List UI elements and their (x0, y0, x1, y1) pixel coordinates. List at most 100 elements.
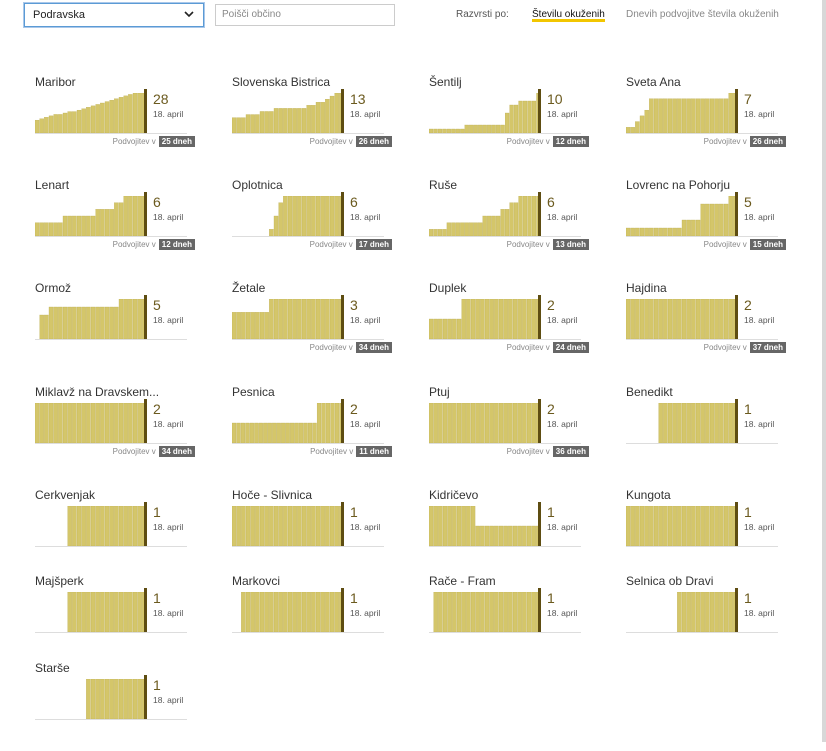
municipality-card[interactable]: Sveta Ana 7 18. april Podvojitev v 26 dneh (626, 75, 786, 165)
daily-case-bar (705, 98, 710, 133)
municipality-card[interactable]: Slovenska Bistrica 13 18. april Podvojitev … (232, 75, 392, 165)
daily-case-bar (62, 403, 68, 443)
daily-case-bar (686, 403, 691, 443)
daily-case-bar (320, 506, 325, 546)
daily-case-bar (285, 422, 290, 443)
doubling-info: Podvojitev v 37 dneh (704, 342, 786, 353)
daily-case-bar (301, 108, 307, 133)
municipality-name: Ormož (35, 281, 71, 295)
daily-case-bar (518, 100, 523, 133)
daily-case-bar (123, 403, 128, 443)
municipality-name: Slovenska Bistrica (232, 75, 331, 89)
current-day-marker (538, 192, 541, 236)
daily-case-bar (301, 506, 307, 546)
municipality-card[interactable]: Lenart 6 18. april Podvojitev v 12 dneh (35, 178, 195, 268)
daily-case-bar (297, 299, 302, 339)
daily-case-bar (686, 219, 691, 236)
municipality-name: Majšperk (35, 574, 84, 588)
municipality-card[interactable]: Kidričevo 1 18. april (429, 488, 589, 578)
daily-case-bar (469, 222, 474, 236)
daily-case-bar (104, 592, 110, 632)
chevron-down-icon (184, 11, 194, 18)
daily-case-bar (114, 506, 119, 546)
municipality-card[interactable]: Majšperk 1 18. april (35, 574, 195, 664)
municipality-card[interactable]: Hajdina 2 18. april Podvojitev v 37 dneh (626, 281, 786, 371)
daily-case-bar (705, 299, 710, 339)
report-date: 18. april (350, 212, 381, 222)
daily-case-bar (644, 506, 649, 546)
daily-case-bar (287, 196, 293, 236)
doubling-info: Podvojitev v 26 dneh (310, 136, 392, 147)
daily-case-bar (118, 202, 124, 236)
daily-case-bar (35, 403, 40, 443)
daily-case-bar (442, 592, 448, 632)
daily-case-bar (681, 219, 687, 236)
daily-case-bar (109, 679, 114, 719)
municipality-card[interactable]: Duplek 2 18. april Podvojitev v 24 dneh (429, 281, 589, 371)
daily-case-bar (452, 318, 457, 339)
municipality-card[interactable]: Selnica ob Dravi 1 18. april (626, 574, 786, 664)
daily-case-bar (677, 299, 682, 339)
municipality-card[interactable]: Lovrenc na Pohorju 5 18. april Podvojitev v… (626, 178, 786, 268)
daily-case-bar (695, 592, 701, 632)
daily-case-bar (517, 592, 522, 632)
municipality-search-input[interactable]: Poišči občino (215, 4, 395, 26)
daily-case-bar (232, 117, 237, 133)
sort-option-cases[interactable]: Številu okuženih (532, 9, 605, 20)
municipality-card[interactable]: Pesnica 2 18. april Podvojitev v 11 dneh (232, 385, 392, 475)
municipality-card[interactable]: Ptuj 2 18. april Podvojitev v 36 dneh (429, 385, 589, 475)
daily-case-bar (503, 403, 508, 443)
daily-case-bar (473, 124, 478, 133)
daily-case-bar (709, 98, 715, 133)
municipality-card[interactable]: Hoče - Slivnica 1 18. april (232, 488, 392, 578)
daily-case-bar (527, 100, 532, 133)
daily-case-bar (531, 196, 537, 236)
daily-case-bar (48, 403, 54, 443)
scrollbar[interactable] (822, 0, 826, 742)
daily-case-bar (95, 403, 100, 443)
region-select-value: Podravska (33, 9, 85, 21)
current-day-marker (144, 675, 147, 719)
daily-case-bar (283, 108, 288, 133)
daily-case-bar (626, 227, 631, 236)
chart-baseline (626, 133, 778, 134)
daily-case-bar (334, 403, 340, 443)
daily-case-bar (466, 299, 471, 339)
daily-case-bar (44, 403, 49, 443)
daily-case-bar (700, 203, 705, 236)
region-select[interactable]: Podravska (24, 3, 204, 27)
daily-case-bar (663, 506, 668, 546)
municipality-card[interactable]: Ormož 5 18. april (35, 281, 195, 371)
daily-case-bar (451, 128, 456, 133)
daily-case-bar (306, 196, 311, 236)
doubling-info: Podvojitev v 34 dneh (310, 342, 392, 353)
daily-case-bar (100, 306, 105, 339)
daily-case-bar (109, 99, 114, 133)
daily-case-bar (273, 215, 279, 236)
daily-case-bar (630, 127, 635, 133)
report-date: 18. april (744, 522, 775, 532)
municipality-card[interactable]: Cerkvenjak 1 18. april (35, 488, 195, 578)
daily-case-bar (442, 403, 448, 443)
daily-case-bar (109, 209, 114, 236)
daily-case-bar (667, 227, 673, 236)
daily-case-bar (695, 299, 701, 339)
daily-case-bar (709, 506, 715, 546)
municipality-card[interactable]: Oplotnica 6 18. april Podvojitev v 17 dneh (232, 178, 392, 268)
municipality-card[interactable]: Markovci 1 18. april (232, 574, 392, 664)
municipality-card[interactable]: Miklavž na Dravskem... 2 18. april Podvojit… (35, 385, 195, 475)
daily-case-bar (128, 679, 133, 719)
municipality-card[interactable]: Benedikt 1 18. april (626, 385, 786, 475)
municipality-name: Hoče - Slivnica (232, 488, 313, 502)
municipality-card[interactable]: Žetale 3 18. april Podvojitev v 34 dneh (232, 281, 392, 371)
municipality-card[interactable]: Kungota 1 18. april (626, 488, 786, 578)
municipality-card[interactable]: Ruše 6 18. april Podvojitev v 13 dneh (429, 178, 589, 268)
sort-option-doubling[interactable]: Dnevih podvojitve števila okuženih (626, 9, 779, 20)
municipality-card[interactable]: Šentilj 10 18. april Podvojitev v 12 dneh (429, 75, 589, 165)
municipality-card[interactable]: Rače - Fram 1 18. april (429, 574, 589, 664)
daily-case-bar (132, 93, 138, 133)
report-date: 18. april (153, 109, 184, 119)
daily-case-bar (460, 128, 465, 133)
municipality-card[interactable]: Starše 1 18. april (35, 661, 195, 751)
municipality-card[interactable]: Maribor 28 18. april Podvojitev v 25 dneh (35, 75, 195, 165)
